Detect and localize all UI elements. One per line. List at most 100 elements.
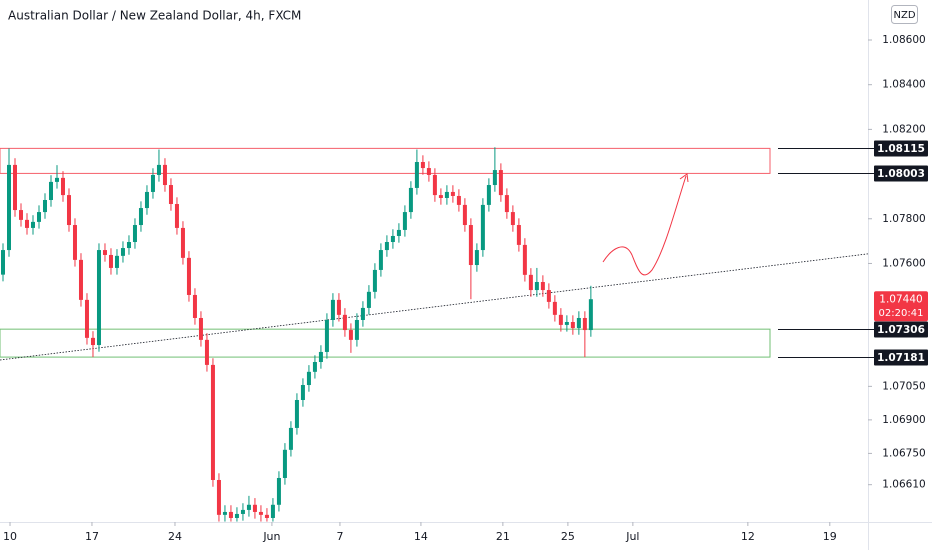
candle-body (234, 513, 239, 518)
candle-body (66, 195, 71, 226)
candle-body (540, 282, 545, 291)
x-tick-label: 14 (414, 530, 428, 543)
candle-body (216, 479, 221, 515)
candle-body (96, 250, 101, 346)
candle-body (78, 259, 83, 300)
candle-body (582, 317, 587, 331)
candle-body (330, 299, 335, 320)
candle-body (42, 199, 47, 213)
candle-body (18, 210, 23, 220)
candle-body (312, 362, 317, 372)
candle-body (294, 399, 299, 428)
x-tick-label: Jul (625, 530, 639, 543)
candle-body (336, 299, 341, 315)
candle-body (132, 225, 137, 243)
candle-body (426, 168, 431, 175)
candle-body (288, 427, 293, 450)
level-label: 1.07306 (877, 324, 925, 336)
projection-arrowhead (679, 173, 689, 183)
x-tick-label: 17 (85, 530, 99, 543)
candle-body (420, 162, 425, 169)
level-badge (874, 140, 928, 157)
candle-body (456, 195, 461, 205)
candle-body (534, 282, 539, 291)
candle-body (240, 509, 245, 514)
y-tick-label: 1.08600 (882, 34, 925, 46)
candle-body (90, 337, 95, 346)
candle-body (324, 319, 329, 352)
y-tick-label: 1.08200 (882, 123, 925, 135)
candle-body (12, 164, 17, 211)
candle-body (492, 170, 497, 186)
candle-body (396, 229, 401, 236)
zone (0, 328, 771, 358)
candle-body (108, 254, 113, 268)
candle-body (432, 174, 437, 196)
candle-body (438, 195, 443, 198)
x-tick-label: 12 (741, 530, 755, 543)
level-badge (874, 321, 928, 338)
candle-body (222, 511, 227, 515)
candle-body (54, 177, 59, 182)
candle-body (480, 204, 485, 251)
candle-body (120, 248, 125, 256)
candle-body (504, 195, 509, 213)
x-tick-label: 25 (561, 530, 575, 543)
candle-body (342, 314, 347, 331)
candle-body (0, 250, 5, 275)
candle-body (246, 504, 251, 510)
candle-body (6, 164, 11, 251)
candle-body (450, 191, 455, 196)
y-tick-label: 1.06750 (882, 447, 925, 459)
candle-body (258, 511, 263, 515)
candle-body (252, 504, 257, 512)
candle-body (156, 164, 161, 175)
candle-body (522, 244, 527, 275)
candle-body (564, 322, 569, 325)
candle-body (414, 162, 419, 188)
candle-body (204, 339, 209, 365)
level-label: 1.08115 (877, 143, 925, 155)
level-badge (874, 349, 928, 366)
x-tick-label: 10 (3, 530, 17, 543)
x-tick-label: 7 (336, 530, 343, 543)
candles (0, 147, 593, 522)
candle-body (354, 319, 359, 340)
x-tick-label: 24 (168, 530, 182, 543)
candle-body (192, 294, 197, 318)
candle-body (228, 511, 233, 518)
y-tick-label: 1.07800 (882, 213, 925, 225)
candle-body (126, 242, 131, 249)
candle-body (162, 164, 167, 186)
y-tick-label: 1.06900 (882, 414, 925, 426)
x-tick-label: 19 (823, 530, 837, 543)
y-tick-label: 1.07600 (882, 257, 925, 269)
candle-body (210, 364, 215, 480)
candle-body (48, 181, 53, 200)
level-label: 1.07181 (877, 352, 925, 364)
currency-label[interactable]: NZD (893, 10, 915, 21)
candle-body (570, 322, 575, 329)
candle-body (318, 351, 323, 363)
candle-body (144, 191, 149, 209)
candle-body (282, 449, 287, 478)
candle-body (270, 504, 275, 518)
candle-body (180, 227, 185, 258)
y-tick-label: 1.07050 (882, 380, 925, 392)
candle-body (24, 219, 29, 228)
candle-body (276, 477, 281, 505)
candle-body (402, 212, 407, 230)
y-tick-label: 1.08400 (882, 79, 925, 91)
candle-body (198, 317, 203, 340)
candle-body (486, 185, 491, 205)
candle-body (528, 274, 533, 291)
candle-body (444, 191, 449, 198)
candle-body (150, 174, 155, 192)
candle-body (84, 299, 89, 338)
currency-button[interactable] (891, 5, 918, 24)
candle-body (588, 299, 593, 331)
plot-area (0, 147, 874, 522)
candle-body (462, 204, 467, 226)
